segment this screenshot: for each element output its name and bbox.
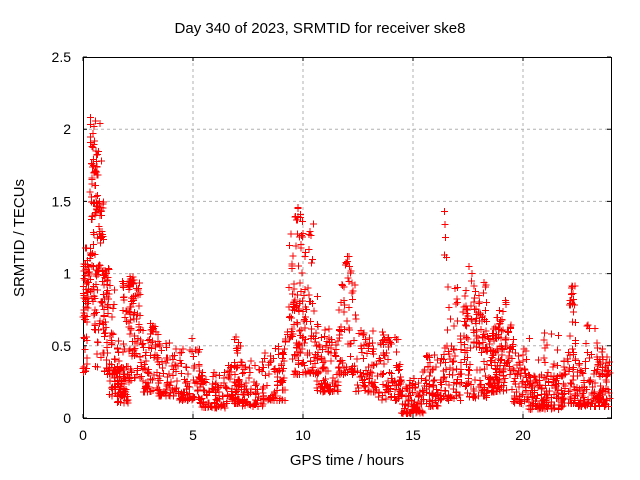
data-points bbox=[79, 114, 614, 417]
x-tick-labels: 0 5 10 15 20 bbox=[79, 427, 531, 443]
x-tick-label: 5 bbox=[189, 427, 197, 443]
y-tick-label: 1 bbox=[63, 266, 71, 282]
x-tick-label: 10 bbox=[295, 427, 311, 443]
plot-border bbox=[83, 57, 612, 419]
x-tick-label: 20 bbox=[515, 427, 531, 443]
x-axis-label: GPS time / hours bbox=[289, 452, 405, 469]
grid-lines bbox=[83, 57, 611, 418]
x-tick-label: 0 bbox=[79, 427, 87, 443]
y-tick-label: 0 bbox=[63, 410, 71, 426]
chart-title: Day 340 of 2023, SRMTID for receiver ske… bbox=[174, 20, 466, 37]
scatter-markers bbox=[79, 114, 614, 417]
x-tick-label: 15 bbox=[405, 427, 421, 443]
y-tick-label: 2 bbox=[63, 121, 71, 137]
y-tick-labels: 0 0.5 1 1.5 2 2.5 bbox=[52, 49, 72, 426]
y-tick-label: 1.5 bbox=[52, 193, 72, 209]
y-tick-label: 0.5 bbox=[52, 338, 72, 354]
y-tick-label: 2.5 bbox=[52, 49, 72, 65]
